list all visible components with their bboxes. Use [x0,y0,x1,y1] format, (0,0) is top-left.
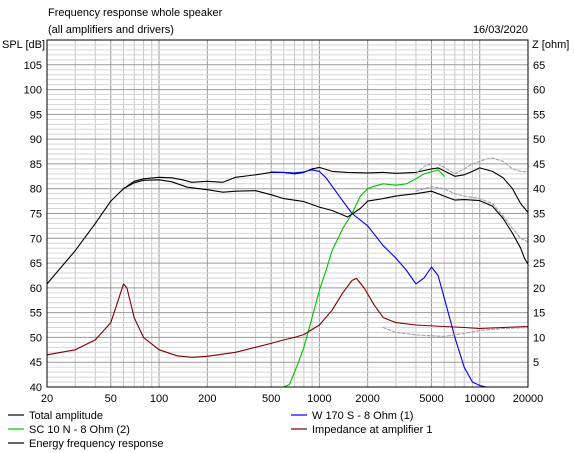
y-tick-label: 60 [30,283,42,295]
legend-label-total-amplitude: Total amplitude [29,410,103,422]
y2-tick-label: 35 [533,209,545,221]
y-tick-label: 50 [30,332,42,344]
y2-axis-label: Z [ohm] [532,39,569,51]
y2-tick-label: 45 [533,159,545,171]
y-tick-label: 75 [30,209,42,221]
y2-tick-label: 5 [533,357,539,369]
y-tick-label: 40 [30,382,42,394]
y2-tick-label: 15 [533,308,545,320]
y-tick-label: 105 [24,60,42,72]
x-tick-label: 100 [150,393,168,405]
y-tick-label: 55 [30,308,42,320]
axis-layer: 20 50 100 200 500 1000 2000 5000 10000 20000 40 45 5… [24,60,546,405]
y-tick-label: 85 [30,159,42,171]
x-tick-label: 1000 [307,393,331,405]
grid-layer [47,40,528,387]
y2-tick-label: 20 [533,283,545,295]
legend-label-impedance: Impedance at amplifier 1 [312,424,432,436]
y-tick-label: 80 [30,184,42,196]
y2-tick-label: 30 [533,233,545,245]
y2-tick-label: 10 [533,332,545,344]
chart-subtitle: (all amplifiers and drivers) [48,24,174,36]
y-tick-label: 45 [30,357,42,369]
y2-tick-label: 65 [533,60,545,72]
x-tick-label: 20000 [513,393,544,405]
chart-date: 16/03/2020 [473,24,528,36]
x-tick-label: 10000 [464,393,495,405]
series-line-dashed-5 [415,157,529,175]
chart-title: Frequency response whole speaker [48,7,223,19]
y2-tick-label: 40 [533,184,545,196]
x-tick-label: 50 [105,393,117,405]
x-tick-label: 5000 [419,393,443,405]
y-tick-label: 65 [30,258,42,270]
y-axis-label: SPL [dB] [2,39,45,51]
series-line-dashed-7 [382,326,529,337]
legend-label-sc10n: SC 10 N - 8 Ohm (2) [29,424,130,436]
series-line-total-amplitude [46,166,529,285]
y2-tick-label: 50 [533,134,545,146]
series-line-impedance-at-amplifier-1 [46,277,529,358]
series-line-energy-frequency-response [122,179,529,265]
series-line-dashed-6 [415,186,529,243]
y-tick-label: 95 [30,109,42,121]
legend-label-w170s: W 170 S - 8 Ohm (1) [312,410,413,422]
y2-tick-label: 55 [533,109,545,121]
x-tick-label: 2000 [355,393,379,405]
series-layer [46,157,529,388]
y-tick-label: 90 [30,134,42,146]
y-tick-label: 70 [30,233,42,245]
series-line-w-170-s-8-ohm-1 [270,169,487,388]
legend: Total amplitude W 170 S - 8 Ohm (1) SC 1… [8,410,432,450]
x-tick-label: 200 [198,393,216,405]
x-tick-label: 20 [41,393,53,405]
y2-tick-label: 25 [533,258,545,270]
y2-tick-label: 60 [533,85,545,97]
x-tick-label: 500 [262,393,280,405]
legend-label-energy: Energy frequency response [29,438,164,450]
plot-frame [46,39,529,388]
y-tick-label: 100 [24,85,42,97]
